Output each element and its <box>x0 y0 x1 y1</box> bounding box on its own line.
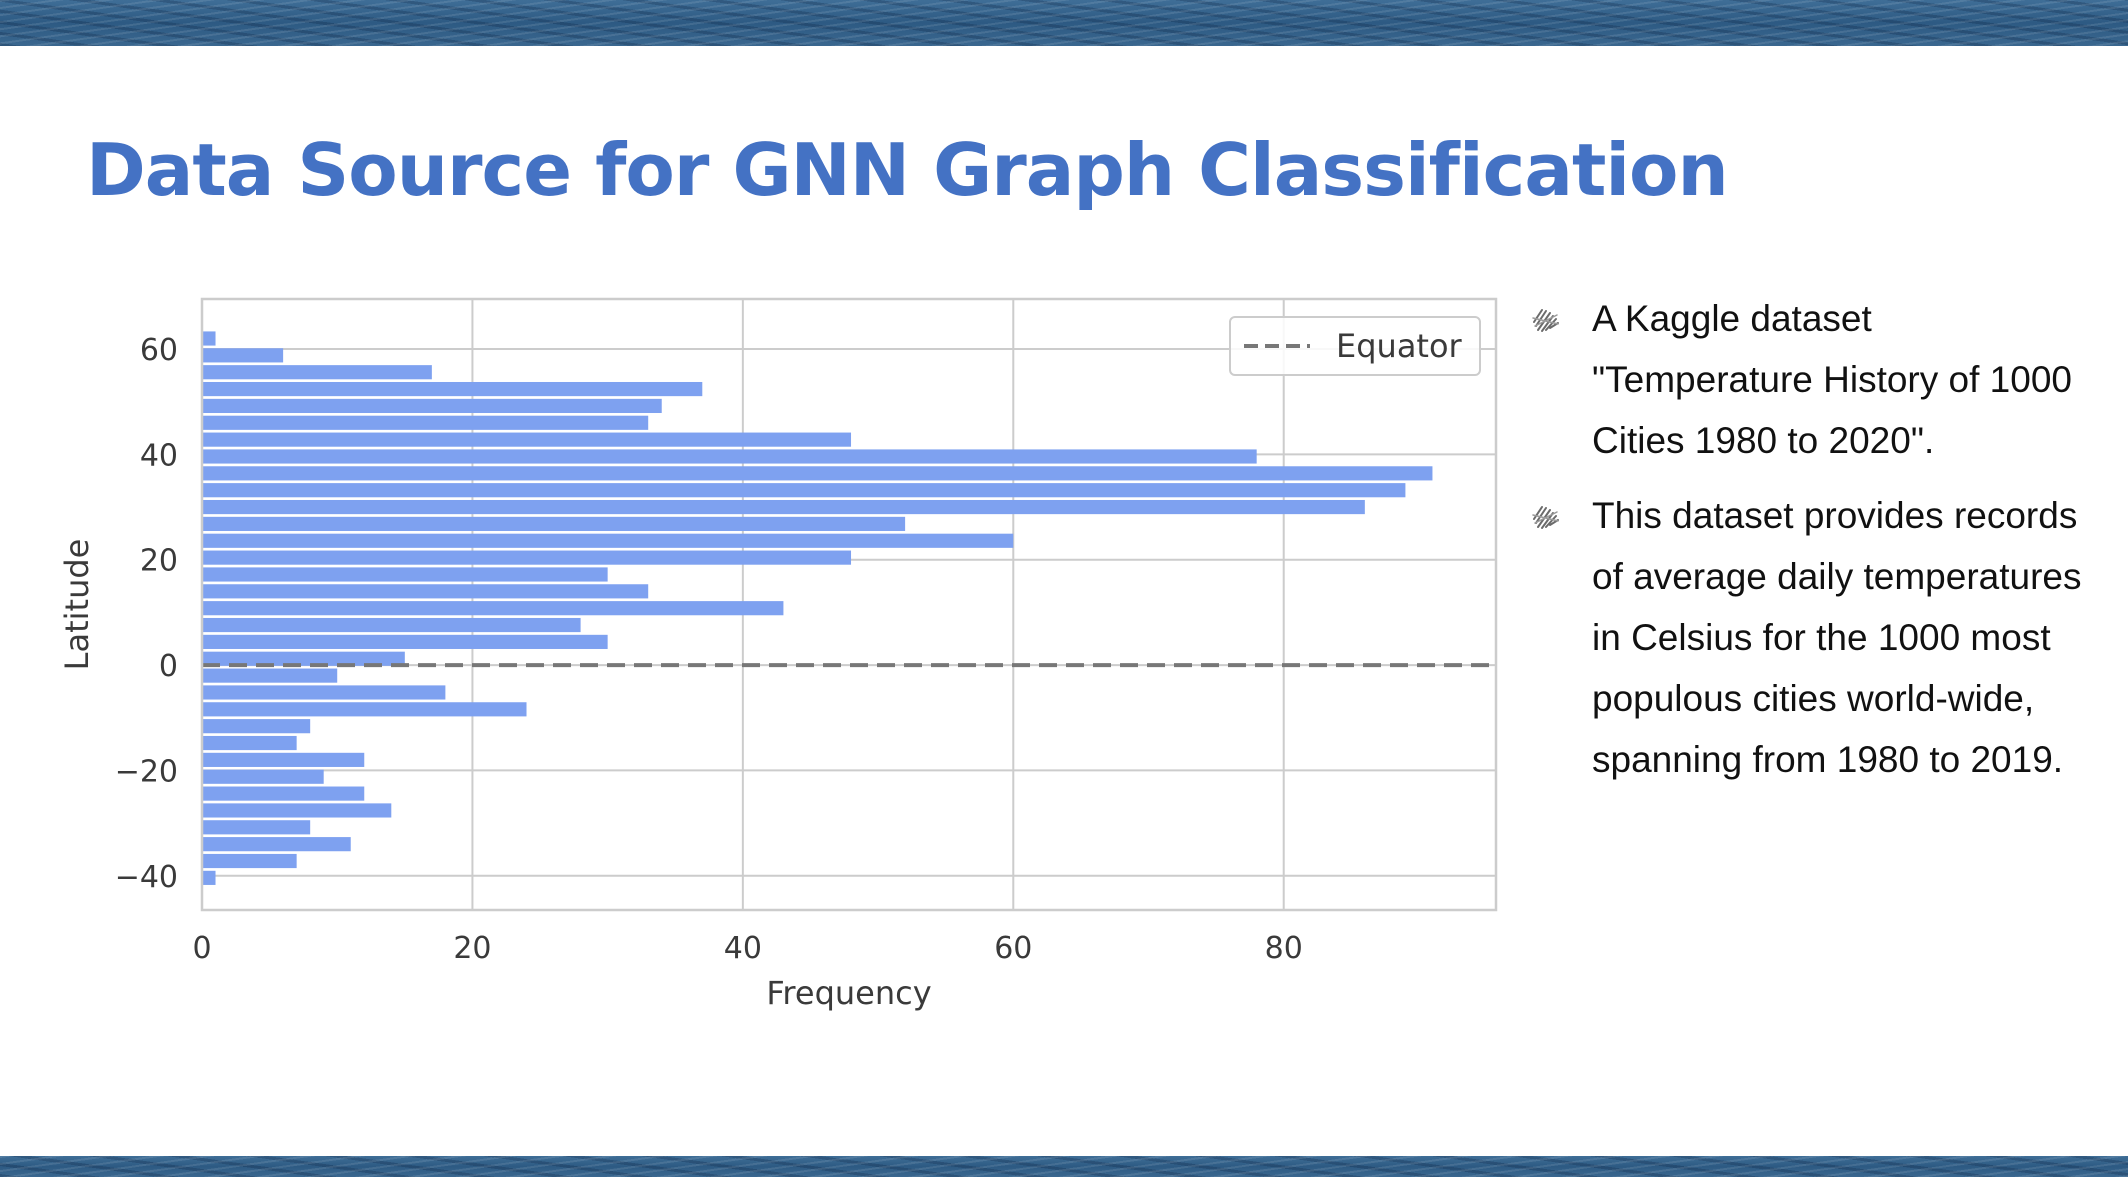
histogram-bar <box>202 668 338 683</box>
latitude-histogram-chart: 0 20 40 60 80 −40 −20 0 20 40 60 Frequency Latitud… <box>58 297 1498 1012</box>
chart-legend: Equator <box>1229 316 1481 376</box>
histogram-bar <box>202 769 324 784</box>
histogram-bar <box>202 398 662 414</box>
histogram-bar <box>202 786 365 801</box>
histogram-bar <box>202 466 1433 481</box>
histogram-bar <box>202 735 297 751</box>
legend-label-equator: Equator <box>1336 327 1463 365</box>
histogram-bar <box>202 685 446 700</box>
histogram-bar <box>202 719 311 734</box>
histogram-bar <box>202 415 649 430</box>
x-tick-label: 0 <box>192 931 211 966</box>
histogram-bar <box>202 499 1365 515</box>
histogram-bar <box>202 853 297 869</box>
histogram-bar <box>202 617 581 633</box>
histogram-bar <box>202 567 608 582</box>
scribble-bullet-icon <box>1532 506 1559 529</box>
histogram-bar <box>202 533 1014 548</box>
y-tick-label: 40 <box>140 438 178 473</box>
histogram-bar <box>202 550 852 565</box>
histogram-bars <box>202 331 1433 885</box>
y-tick-label: 60 <box>140 333 178 368</box>
bullet-text: A Kaggle dataset "Temperature History of… <box>1592 298 2072 461</box>
bullet-list: A Kaggle dataset "Temperature History of… <box>1528 288 2088 804</box>
histogram-bar <box>202 348 284 363</box>
y-tick-label: −40 <box>115 860 178 895</box>
histogram-bar <box>202 870 216 885</box>
y-axis-label: Latitude <box>58 539 96 671</box>
x-tick-label: 80 <box>1265 931 1303 966</box>
histogram-bar <box>202 601 784 616</box>
histogram-bar <box>202 365 432 380</box>
histogram-bar <box>202 837 351 852</box>
histogram-bar <box>202 483 1406 498</box>
histogram-bar <box>202 432 852 447</box>
scribble-bullet-icon <box>1532 309 1559 332</box>
histogram-bar <box>202 449 1257 464</box>
histogram-bar <box>202 584 649 599</box>
histogram-bar <box>202 752 365 767</box>
bullet-text: This dataset provides records of average… <box>1592 495 2082 780</box>
histogram-bar <box>202 820 311 835</box>
histogram-bar <box>202 803 392 818</box>
histogram-bar <box>202 651 405 666</box>
x-tick-label: 60 <box>994 931 1032 966</box>
y-tick-label: 20 <box>140 544 178 579</box>
histogram-bar <box>202 634 608 649</box>
legend-box <box>1229 316 1481 376</box>
water-texture-band-top <box>0 0 2128 46</box>
axis-ticks: 0 20 40 60 80 −40 −20 0 20 40 60 <box>115 333 1303 966</box>
y-tick-label: −20 <box>115 754 178 789</box>
histogram-bar <box>202 331 216 346</box>
bullet-item: A Kaggle dataset "Temperature History of… <box>1528 288 2088 471</box>
histogram-bar <box>202 702 527 717</box>
slide-title: Data Source for GNN Graph Classification <box>86 128 1729 212</box>
histogram-bar <box>202 381 703 397</box>
water-texture-band-bottom <box>0 1156 2128 1177</box>
x-tick-label: 40 <box>724 931 762 966</box>
x-tick-label: 20 <box>453 931 491 966</box>
histogram-bar <box>202 516 906 531</box>
bullet-item: This dataset provides records of average… <box>1528 485 2088 790</box>
plot-frame <box>200 297 1498 912</box>
y-tick-label: 0 <box>159 649 178 684</box>
x-axis-label: Frequency <box>766 974 931 1012</box>
